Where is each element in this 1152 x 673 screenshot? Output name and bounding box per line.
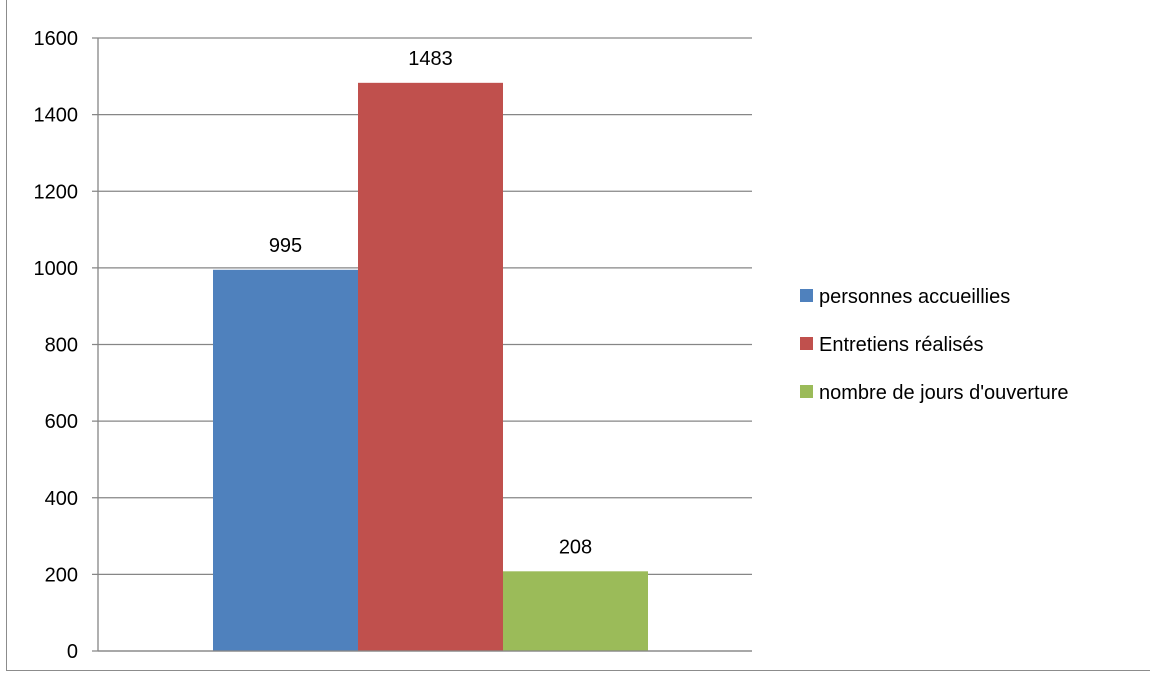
legend-label-1: personnes accueillies: [819, 286, 1010, 308]
y-tick-label-1400: 1400: [34, 105, 79, 127]
data-label-2: 1483: [408, 48, 453, 70]
data-label-1: 995: [269, 235, 302, 257]
y-tick-label-600: 600: [45, 411, 78, 433]
chart-frame: [6, 0, 1150, 671]
y-tick-label-1000: 1000: [34, 258, 79, 280]
data-label-3: 208: [559, 536, 592, 558]
bar-1: [213, 269, 358, 651]
y-tick-label-800: 800: [45, 335, 78, 357]
legend-swatch-1: [800, 289, 813, 302]
y-tick-label-0: 0: [67, 641, 78, 663]
bar-3: [503, 571, 648, 651]
y-tick-label-1200: 1200: [34, 181, 79, 203]
legend-label-3: nombre de jours d'ouverture: [819, 382, 1069, 404]
y-tick-label-400: 400: [45, 488, 78, 510]
legend-swatch-2: [800, 337, 813, 350]
bar-2: [358, 82, 503, 651]
y-tick-label-200: 200: [45, 564, 78, 586]
legend-label-2: Entretiens réalisés: [819, 334, 984, 356]
legend-swatch-3: [800, 385, 813, 398]
y-tick-label-1600: 1600: [34, 28, 79, 50]
